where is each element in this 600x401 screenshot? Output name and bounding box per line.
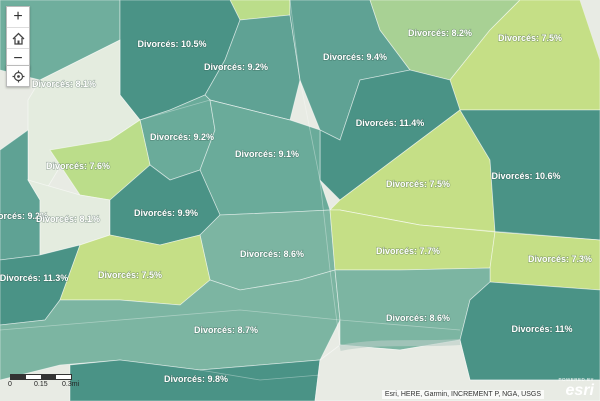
- region-label-r19: Divorcés: 11.3%: [0, 273, 68, 283]
- street-lines: [0, 0, 600, 380]
- scale-segment: [41, 375, 56, 379]
- region-label-r21: Divorcés: 8.7%: [194, 325, 258, 335]
- map-attribution[interactable]: Esri, HERE, Garmin, INCREMENT P, NGA, US…: [381, 390, 544, 399]
- region-label-r7: Divorcés: 11.4%: [356, 118, 425, 128]
- region-r21[interactable]: [0, 269, 341, 381]
- region-label-r4: Divorcés: 8.2%: [408, 28, 472, 38]
- region-label-r11: Divorcés: 7.5%: [386, 179, 450, 189]
- region-label-r12: Divorcés: 10.6%: [491, 171, 560, 181]
- region-label-r15: Divorcés: 9.9%: [134, 208, 198, 218]
- region-labels: Divorcés: 10.5% Divorcés: 9.2% Divorcés: 9…: [0, 27, 593, 384]
- region-label-r3: Divorcés: 9.4%: [323, 52, 387, 62]
- region-label-r17: Divorcés: 7.7%: [376, 246, 440, 256]
- zoom-out-button[interactable]: −: [13, 50, 23, 67]
- region-label-r5: Divorcés: 7.5%: [498, 33, 562, 43]
- scale-bar: 0 0.15 0.3mi: [8, 374, 79, 390]
- scale-label-2: 0.3mi: [62, 381, 80, 388]
- zoom-in-button[interactable]: +: [7, 7, 29, 28]
- scale-labels: 0 0.15 0.3mi: [8, 381, 79, 390]
- region-label-r14: Divorcés: 8.1%: [36, 214, 100, 224]
- scale-label-0: 0: [8, 381, 12, 388]
- region-label-r22: Divorcés: 8.6%: [386, 313, 450, 323]
- scale-label-1: 0.15: [34, 381, 48, 388]
- scale-segment: [11, 375, 26, 379]
- scale-track: [10, 374, 72, 380]
- region-label-r24: Divorcés: 9.8%: [164, 374, 228, 384]
- river-line: [339, 339, 461, 351]
- region-label-r6: Divorcés: 8.1%: [32, 79, 96, 89]
- home-button[interactable]: [7, 28, 29, 49]
- region-bg-bottom-right: [314, 339, 600, 401]
- region-bg-top-right: [580, 0, 600, 60]
- region-label-r1: Divorcés: 10.5%: [137, 39, 206, 49]
- region-label-r13: Divorcés: 9.2%: [0, 211, 48, 221]
- home-icon: [12, 32, 24, 45]
- esri-wordmark: esri: [565, 382, 594, 399]
- region-label-r10: Divorcés: 7.6%: [46, 161, 110, 171]
- locate-icon: [12, 70, 24, 82]
- region-label-r9: Divorcés: 9.1%: [235, 149, 299, 159]
- region-label-r20: Divorcés: 7.5%: [98, 270, 162, 280]
- region-label-r16: Divorcés: 8.6%: [240, 249, 304, 259]
- region-label-r18: Divorcés: 7.3%: [528, 254, 592, 264]
- region-label-r2: Divorcés: 9.2%: [204, 62, 268, 72]
- zoom-controls: + −: [6, 6, 30, 70]
- region-label-r23: Divorcés: 11%: [511, 324, 572, 334]
- esri-logo[interactable]: POWERED BY esri: [558, 377, 594, 400]
- locate-button[interactable]: [6, 65, 30, 87]
- region-label-r8: Divorcés: 9.2%: [150, 132, 214, 142]
- esri-powered-by: POWERED BY: [558, 377, 594, 382]
